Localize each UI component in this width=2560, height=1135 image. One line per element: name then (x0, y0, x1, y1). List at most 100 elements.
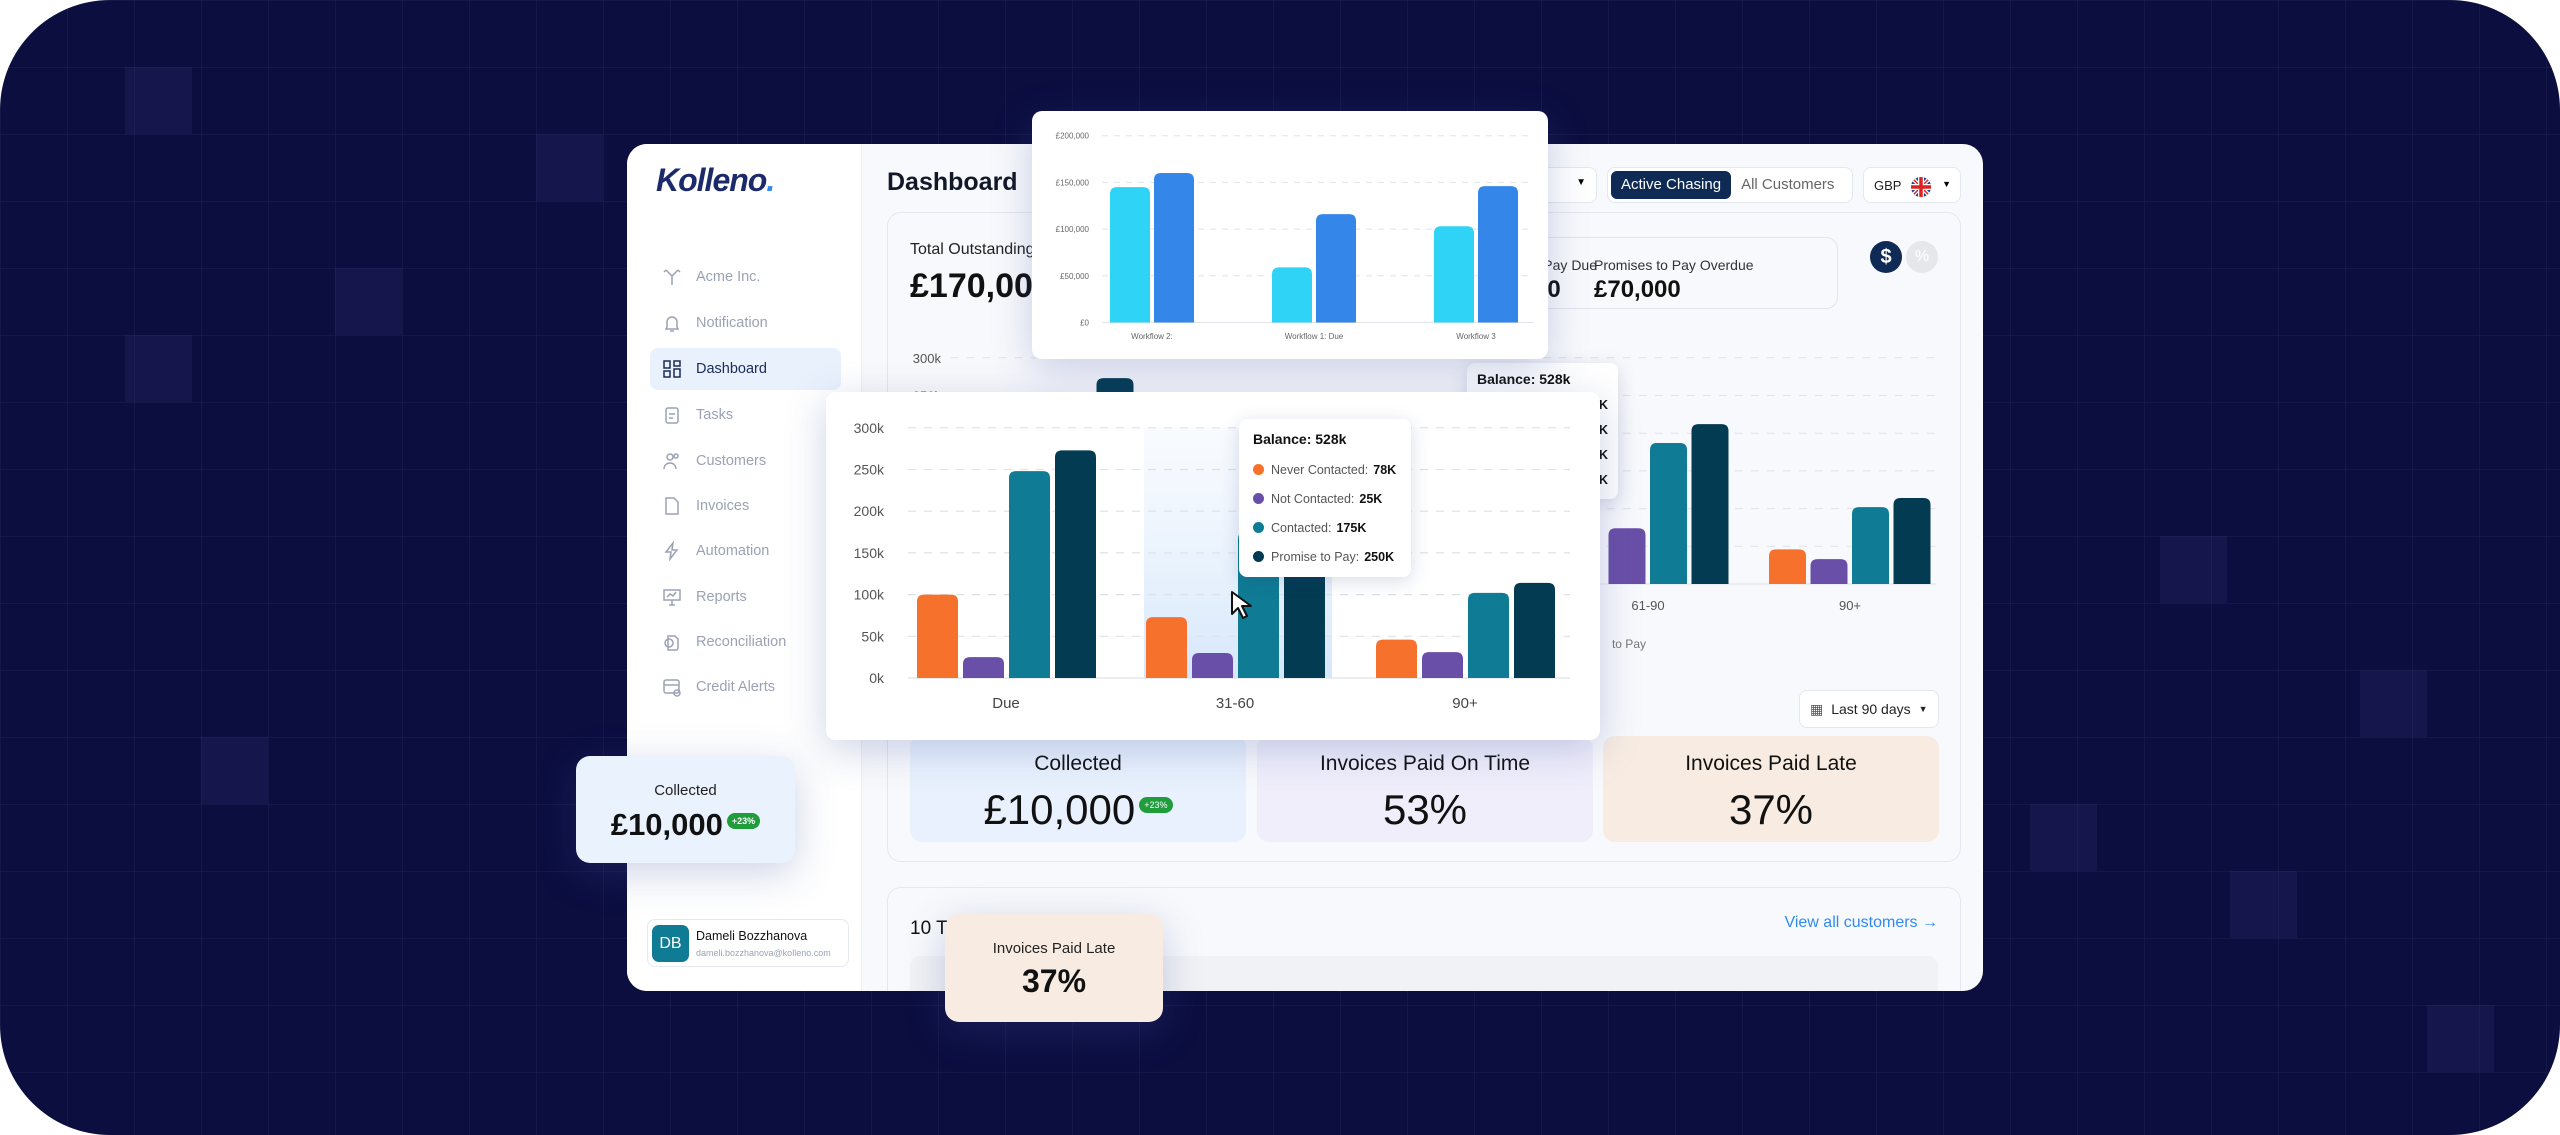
tab-active-chasing[interactable]: Active Chasing (1611, 171, 1732, 199)
bar (1893, 498, 1931, 584)
stat-card: Invoices Paid Late 37% (1603, 736, 1939, 842)
stat-label: Invoices Paid On Time (1319, 752, 1531, 775)
sidebar-item-automation[interactable]: Automation (650, 530, 841, 572)
bar (1478, 186, 1518, 323)
sidebar-item-label: Reconciliation (696, 634, 787, 650)
sidebar-item-reports[interactable]: Reports› (650, 576, 841, 618)
bar (1055, 450, 1096, 678)
sidebar-item-label: Invoices (696, 498, 750, 514)
bar (1434, 226, 1474, 323)
sidebar-item-tasks[interactable]: Tasks (650, 394, 841, 436)
y-tick-label: £50,000 (1060, 272, 1089, 281)
total-outstanding-value: £170,000 (910, 267, 1052, 305)
view-all-customers-link[interactable]: View all customers → (1784, 914, 1938, 931)
stat-card: Invoices Paid On Time 53% (1257, 736, 1593, 842)
sidebar-item-label: Reports (696, 589, 747, 605)
x-tick-label: 31-60 (1216, 695, 1254, 712)
sidebar-item-label: Acme Inc. (696, 269, 761, 285)
chart-tooltip: Balance: 528k Never Contacted: 78K Not Con… (1239, 419, 1411, 577)
user-name: Dameli Bozzhanova (696, 929, 808, 943)
tooltip-value: 175K (1336, 520, 1367, 535)
sidebar-item-dashboard[interactable]: Dashboard (650, 348, 841, 390)
legend-dot-icon (1253, 522, 1264, 533)
stat-value: 37% (1728, 786, 1814, 833)
dollar-toggle-icon[interactable]: $ (1870, 241, 1902, 273)
sidebar-item-credit-alerts[interactable]: Credit Alerts (650, 666, 841, 708)
growth-badge: +23% (1139, 796, 1173, 813)
bar (963, 657, 1004, 678)
tooltip-label: Promise to Pay: (1271, 549, 1360, 564)
legend-dot-icon (1253, 464, 1264, 475)
bar (1608, 528, 1646, 584)
y-tick-label: 300k (854, 420, 885, 436)
caret-down-icon: ▼ (1942, 179, 1951, 189)
x-tick-label: 61-90 (1631, 598, 1664, 613)
sidebar-item-acme-inc[interactable]: Acme Inc. (650, 256, 841, 298)
currency-select[interactable]: GBP ▼ (1863, 167, 1961, 203)
legend-label: to Pay (1612, 637, 1646, 651)
collected-value: £10,000 (610, 807, 723, 842)
bar (1376, 639, 1417, 678)
bar (1110, 187, 1150, 323)
collected-overlay-card: Collected £10,000 +23% (576, 756, 795, 863)
credit-alert-icon (663, 679, 681, 697)
x-tick-label: Due (992, 695, 1020, 712)
tooltip-value: 250K (1364, 549, 1395, 564)
user-card[interactable]: DB Dameli Bozzhanova dameli.bozzhanova@k… (647, 919, 849, 967)
bar (1514, 582, 1555, 678)
sidebar-item-label: Customers (696, 453, 767, 469)
clipboard-icon (665, 407, 679, 424)
bar (1422, 652, 1463, 678)
org-icon (663, 269, 681, 285)
tooltip-row: Contacted: 175K (1253, 513, 1397, 542)
chasing-toggle: Active Chasing All Customers (1607, 167, 1853, 203)
sidebar-item-label: Tasks (696, 407, 734, 423)
sidebar-item-invoices[interactable]: Invoices (650, 485, 841, 527)
tooltip-value: 25K (1359, 491, 1383, 506)
y-tick-label: £150,000 (1056, 178, 1090, 187)
x-tick-label: 90+ (1839, 598, 1861, 613)
currency-label: GBP (1874, 178, 1902, 193)
sidebar-item-reconciliation[interactable]: Reconciliation (650, 621, 841, 663)
tab-all-customers[interactable]: All Customers (1741, 176, 1835, 193)
reconcile-icon (664, 635, 679, 651)
uk-flag-icon (1911, 177, 1931, 197)
tooltip-title: Balance: 528k (1477, 371, 1571, 387)
presentation-icon (663, 589, 681, 606)
bar (1691, 424, 1729, 584)
grid-icon (663, 360, 681, 378)
table-title: 10 To (910, 918, 957, 939)
period-dropdown[interactable]: ▦ Last 90 days ▼ (1799, 690, 1939, 728)
users-icon (663, 453, 679, 470)
y-tick-label: 100k (854, 587, 885, 603)
avatar: DB (652, 925, 689, 962)
x-tick-label: 90+ (1452, 695, 1478, 712)
stat-value: £10,000 (983, 786, 1136, 833)
x-tick-label: Workflow 1: Due (1285, 332, 1344, 341)
tooltip-row: Not Contacted: 25K (1253, 484, 1397, 513)
bar (917, 594, 958, 678)
workflow-chart-card: £0 £50,000 £100,000 £150,000 £200,000 Workflo… (1032, 111, 1548, 359)
stat-label: Collected (1034, 752, 1122, 775)
bar (1146, 617, 1187, 678)
workflow-chart: £0 £50,000 £100,000 £150,000 £200,000 Workflo… (1056, 132, 1534, 341)
sidebar-item-notification[interactable]: Notification (650, 302, 841, 344)
y-tick-label: £200,000 (1056, 132, 1090, 141)
y-tick-label: 0k (869, 670, 885, 686)
y-tick-label: 150k (854, 545, 885, 561)
tooltip-label: Contacted: (1271, 520, 1332, 535)
caret-down-icon: ▼ (1918, 704, 1928, 714)
bar (1769, 549, 1806, 584)
page-title: Dashboard (887, 168, 1018, 196)
percent-toggle-icon[interactable]: % (1906, 241, 1938, 273)
y-tick-label: 200k (854, 503, 885, 519)
bar (1316, 214, 1356, 323)
sidebar-item-customers[interactable]: Customers (650, 440, 841, 482)
period-label: Last 90 days (1831, 701, 1911, 717)
y-tick-label: 300k (913, 351, 942, 366)
ptp-overdue-label: Promises to Pay Overdue (1594, 257, 1754, 273)
tooltip-title: Balance: 528k (1253, 431, 1347, 447)
logo[interactable]: Kolleno. (656, 162, 775, 198)
file-icon (665, 497, 679, 515)
bolt-icon (664, 541, 679, 561)
